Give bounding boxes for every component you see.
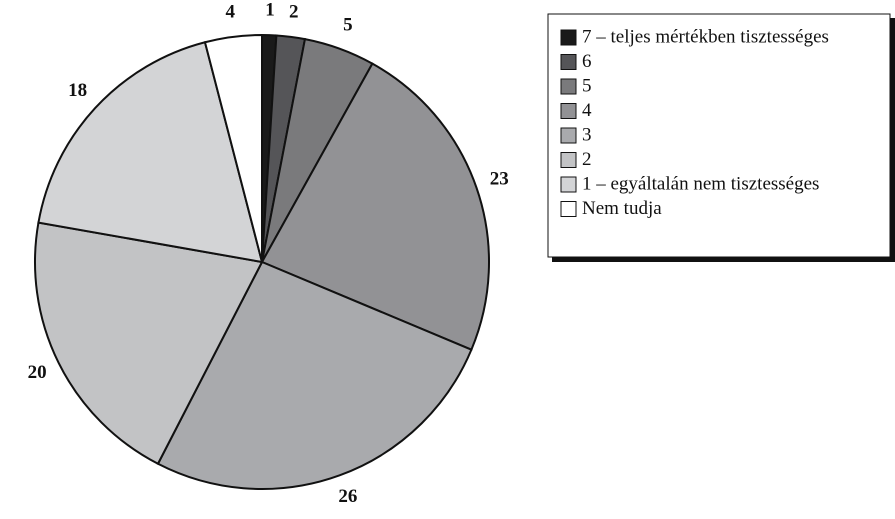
- legend-label: 2: [582, 149, 592, 170]
- legend-label: 7 – teljes mértékben tisztességes: [582, 26, 829, 47]
- pie-slice: [34, 221, 264, 466]
- legend-swatch: [560, 127, 577, 144]
- pie-slice: [156, 260, 473, 490]
- data-label: 23: [490, 168, 509, 189]
- legend-swatch: [560, 201, 577, 217]
- legend-swatch: [560, 29, 577, 46]
- data-label: 26: [338, 486, 357, 507]
- data-label: 20: [28, 362, 47, 383]
- pie-slice: [203, 33, 263, 263]
- pie-slice: [260, 62, 490, 352]
- data-label: 2: [289, 1, 299, 22]
- legend-label: 1 – egyáltalán nem tisztességes: [582, 173, 819, 194]
- data-label: 18: [68, 80, 87, 101]
- legend-swatch: [560, 78, 577, 95]
- legend-swatch: [560, 54, 577, 70]
- legend-label: 3: [582, 124, 592, 145]
- legend-label: 6: [582, 51, 592, 72]
- pie-slice: [37, 41, 264, 264]
- data-label: 5: [343, 14, 353, 35]
- legend-swatch: [560, 103, 577, 119]
- legend-swatch: [560, 152, 577, 168]
- legend-swatch: [560, 176, 577, 193]
- legend-label: Nem tudja: [582, 198, 662, 219]
- legend-box: [547, 13, 891, 258]
- data-label: 1: [265, 0, 275, 20]
- data-label: 4: [225, 1, 235, 22]
- legend-label: 4: [582, 100, 592, 121]
- legend-label: 5: [582, 75, 592, 96]
